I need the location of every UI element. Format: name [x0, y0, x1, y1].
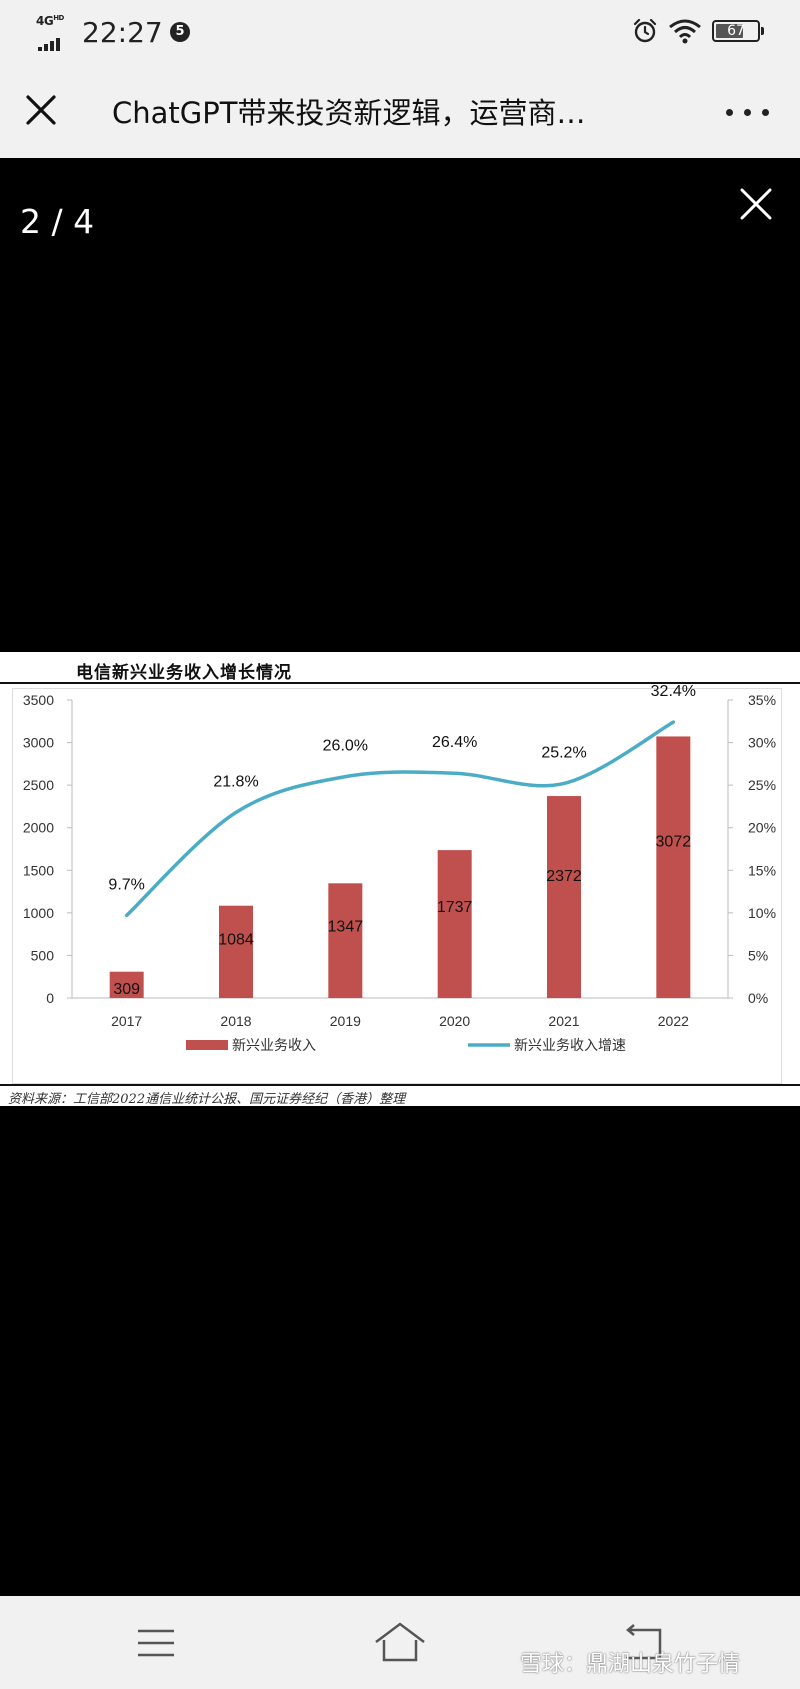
- bar: [328, 883, 363, 998]
- close-icon[interactable]: [20, 89, 64, 133]
- network-type: 4G: [36, 14, 54, 28]
- bar-value-label: 1084: [218, 931, 254, 948]
- wifi-icon: [669, 19, 701, 44]
- bar-value-label: 1737: [437, 899, 473, 916]
- y-right-tick-label: 0%: [748, 990, 768, 1006]
- battery-fill: [716, 24, 743, 38]
- y-right-tick-label: 25%: [748, 777, 776, 793]
- y-left-tick-label: 0: [46, 990, 54, 1006]
- page-counter: 2 / 4: [20, 202, 95, 241]
- y-right-tick-label: 30%: [748, 735, 776, 751]
- y-left-tick-label: 3000: [23, 735, 54, 751]
- line-value-label: 32.4%: [651, 683, 696, 700]
- bar: [219, 905, 253, 998]
- bar: [656, 736, 691, 998]
- source-note: 资料来源：工信部2022通信业统计公报、国元证券经纪（香港）整理: [8, 1092, 406, 1107]
- legend-label-line: 新兴业务收入增速: [514, 1038, 626, 1054]
- bar-value-label: 1347: [328, 918, 364, 935]
- y-left-tick-label: 1500: [23, 862, 54, 878]
- y-left-tick-label: 2500: [23, 777, 54, 793]
- chart: 0 500 1000 1500 2000 2500 3000 3500 0% 5% 10% 15% 20…: [23, 683, 776, 1054]
- y-right-tick-label: 15%: [748, 862, 776, 878]
- x-tick-label: 2021: [548, 1013, 579, 1029]
- bar-value-label: 309: [113, 981, 140, 998]
- chart-title: 电信新兴业务收入增长情况: [76, 663, 292, 683]
- y-right-tick-label: 20%: [748, 820, 776, 836]
- y-left-tick-label: 500: [31, 947, 55, 963]
- notification-badge: 5: [170, 22, 190, 42]
- y-right-tick-label: 5%: [748, 947, 768, 963]
- line-value-label: 26.0%: [323, 738, 368, 755]
- back-icon[interactable]: [620, 1624, 666, 1662]
- bar: [109, 971, 144, 998]
- line-series: [124, 720, 676, 918]
- watermark: 雪球：鼎湖山泉竹子情: [520, 1652, 741, 1677]
- legend-label-bar: 新兴业务收入: [232, 1038, 316, 1054]
- page-title: ChatGPT带来投资新逻辑，运营商…: [112, 96, 586, 130]
- menu-icon[interactable]: [136, 1626, 176, 1660]
- y-right-tick-label: 35%: [748, 692, 776, 708]
- battery-icon: 67: [712, 20, 764, 42]
- x-tick-label: 2017: [111, 1013, 142, 1029]
- battery-level: 67: [727, 23, 745, 39]
- nav-bar: 雪球：鼎湖山泉竹子情: [0, 1596, 800, 1689]
- x-tick-label: 2022: [658, 1013, 689, 1029]
- y-right-tick-label: 10%: [748, 905, 776, 921]
- legend-swatch-bar: [186, 1040, 228, 1050]
- y-left-tick-label: 3500: [23, 692, 54, 708]
- home-icon[interactable]: [372, 1620, 428, 1664]
- image-viewer[interactable]: 2 / 4 电信新兴业务收入增长情况 0 500 1000 1500 2000 2500 3…: [0, 158, 800, 1596]
- clock: 22:27: [82, 16, 163, 49]
- signal-icon: 4GHD: [36, 14, 72, 51]
- line-value-label: 21.8%: [213, 773, 258, 790]
- x-tick-label: 2020: [439, 1013, 470, 1029]
- alarm-icon: [633, 18, 657, 43]
- network-hd: HD: [53, 14, 64, 22]
- x-tick-label: 2018: [220, 1013, 251, 1029]
- chart-image: 电信新兴业务收入增长情况 0 500 1000 1500 2000 2500 3000 350…: [0, 652, 800, 1107]
- more-icon[interactable]: [718, 98, 778, 128]
- title-rule: [0, 682, 800, 684]
- line-value-label: 26.4%: [432, 734, 477, 751]
- bar: [547, 796, 581, 998]
- chart-frame: [12, 688, 782, 1084]
- title-bar: ChatGPT带来投资新逻辑，运营商…: [0, 64, 800, 158]
- line-value-label: 25.2%: [541, 744, 586, 761]
- bar-value-label: 3072: [656, 833, 692, 850]
- y-left-tick-label: 2000: [23, 820, 54, 836]
- y-left-tick-label: 1000: [23, 905, 54, 921]
- bar-value-label: 2372: [546, 868, 582, 885]
- viewer-close-icon[interactable]: [738, 186, 774, 222]
- line-value-label: 9.7%: [108, 876, 144, 893]
- status-bar: 4GHD 22:27 5 67: [0, 0, 800, 64]
- source-rule: [0, 1084, 800, 1086]
- bar: [437, 850, 472, 998]
- x-tick-label: 2019: [330, 1013, 361, 1029]
